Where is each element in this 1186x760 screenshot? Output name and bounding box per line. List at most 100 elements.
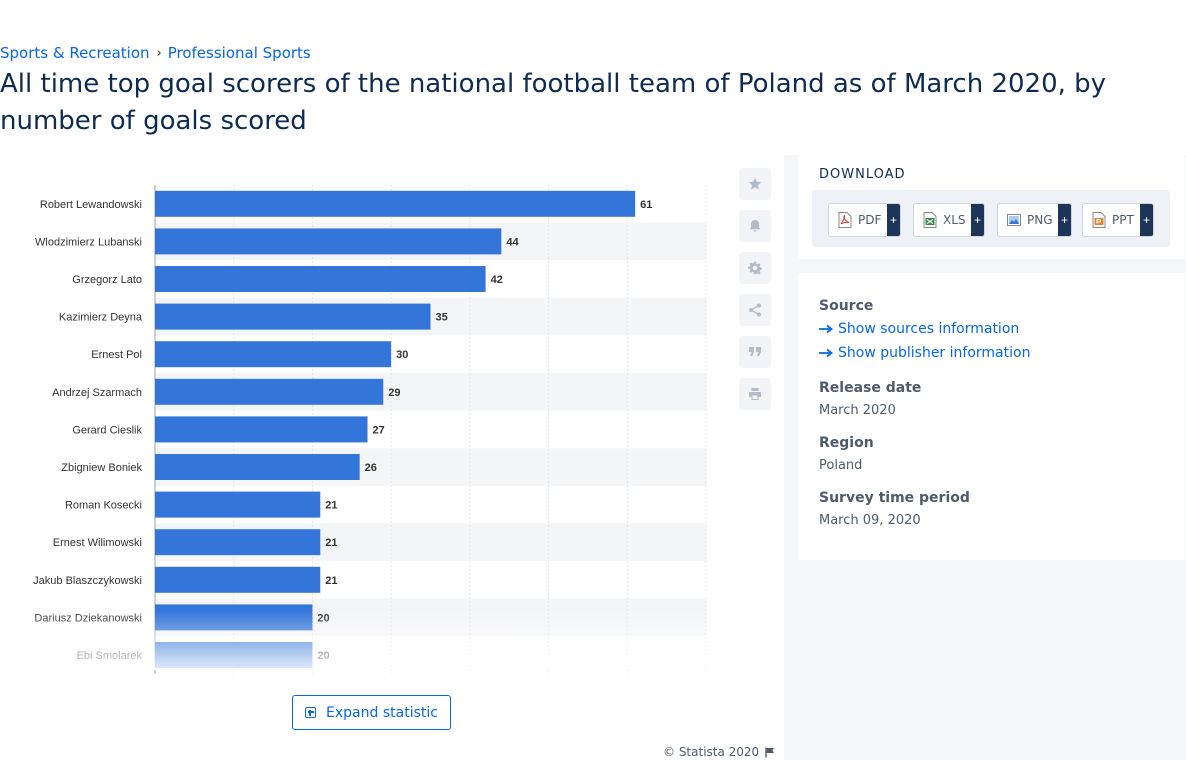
bar: [155, 642, 313, 668]
ppt-label: PPT: [1112, 213, 1134, 227]
category-label: Jakub Blaszczykowski: [33, 575, 142, 587]
source-heading: Source: [819, 298, 874, 314]
bar: [155, 303, 431, 330]
gear-icon: [748, 261, 762, 275]
share-button[interactable]: [739, 294, 771, 326]
bar: [155, 566, 321, 593]
survey-period-value: March 09, 2020: [819, 513, 921, 528]
category-label: Gerard Cieslik: [72, 424, 142, 436]
page-title: All time top goal scorers of the nationa…: [0, 69, 1107, 136]
data-label: 26: [365, 462, 377, 474]
statistic-details: Source Show sources information Show pub…: [798, 273, 1185, 560]
star-icon: [748, 177, 762, 190]
category-label: Dariusz Dziekanowski: [34, 612, 142, 624]
download-xls-button[interactable]: XLS +: [913, 203, 985, 237]
data-label: 35: [436, 312, 448, 324]
download-ppt-button[interactable]: PPT +: [1082, 203, 1154, 237]
png-label: PNG: [1027, 213, 1053, 227]
bar: [155, 491, 321, 518]
category-label: Robert Lewandowski: [40, 199, 142, 211]
show-publisher-label: Show publisher information: [838, 345, 1031, 361]
bar-chart: Robert Lewandowski 61 Wlodzimierz Lubanski…: [33, 185, 707, 674]
data-label: 27: [373, 424, 385, 436]
breadcrumb-link-professional-sports[interactable]: Professional Sports: [167, 44, 311, 62]
region-heading: Region: [819, 435, 874, 451]
png-plus-badge: +: [1058, 204, 1071, 236]
bar: [155, 604, 313, 631]
release-date-heading: Release date: [819, 380, 922, 396]
arrow-right-icon: [819, 348, 833, 358]
bar: [155, 529, 321, 556]
bar: [155, 378, 384, 405]
data-label: 30: [396, 349, 408, 361]
plus-square-icon: [305, 707, 317, 718]
category-label: Grzegorz Lato: [72, 274, 142, 286]
ppt-file-icon: [1092, 212, 1106, 228]
data-label: 20: [317, 650, 329, 662]
category-label: Zbigniew Boniek: [61, 462, 142, 474]
print-button[interactable]: [739, 378, 771, 410]
download-pdf-button[interactable]: PDF +: [828, 203, 901, 237]
copyright: © Statista 2020: [663, 745, 775, 759]
breadcrumb-link-sports-recreation[interactable]: Sports & Recreation: [0, 44, 150, 62]
cite-button[interactable]: [739, 336, 771, 368]
breadcrumb-separator: ›: [156, 45, 162, 61]
download-png-button[interactable]: PNG +: [997, 203, 1072, 237]
pdf-file-icon: [838, 212, 852, 228]
show-sources-label: Show sources information: [838, 321, 1020, 337]
data-label: 29: [388, 387, 400, 399]
download-card: DOWNLOAD PDF + XLS + PNG + PPT +: [798, 155, 1185, 259]
settings-button[interactable]: [739, 252, 771, 284]
category-label: Ebi Smolarek: [77, 650, 143, 662]
bar: [155, 454, 360, 480]
data-label: 44: [506, 236, 519, 248]
bar: [155, 228, 502, 255]
pdf-plus-badge: +: [887, 204, 900, 236]
copyright-text[interactable]: © Statista 2020: [663, 745, 760, 759]
chart-toolbar: [739, 168, 771, 420]
bar: [155, 341, 392, 368]
category-label: Roman Kosecki: [65, 500, 142, 512]
print-icon: [749, 388, 761, 400]
category-label: Andrzej Szarmach: [52, 387, 142, 399]
category-label: Kazimierz Deyna: [59, 312, 143, 324]
pdf-label: PDF: [858, 213, 882, 227]
share-icon: [749, 303, 761, 317]
ppt-plus-badge: +: [1140, 204, 1153, 236]
bar: [155, 190, 636, 217]
category-label: Ernest Wilimowski: [53, 537, 142, 549]
breadcrumb: Sports & Recreation › Professional Sport…: [0, 44, 311, 62]
release-date-value: March 2020: [819, 403, 896, 418]
xls-file-icon: [923, 212, 937, 228]
category-label: Ernest Pol: [91, 349, 142, 361]
flag-icon[interactable]: [765, 747, 775, 758]
download-title: DOWNLOAD: [819, 167, 906, 182]
data-label: 61: [640, 199, 652, 211]
category-label: Wlodzimierz Lubanski: [35, 236, 142, 248]
header-area: [0, 40, 1186, 155]
data-label: 21: [325, 537, 337, 549]
data-label: 42: [491, 274, 503, 286]
survey-period-heading: Survey time period: [819, 490, 970, 506]
download-options: PDF + XLS + PNG + PPT +: [812, 190, 1170, 247]
bar: [155, 266, 486, 292]
data-label: 20: [317, 612, 329, 624]
xls-label: XLS: [943, 213, 966, 227]
xls-plus-badge: +: [971, 204, 984, 236]
data-label: 21: [325, 575, 337, 587]
png-file-icon: [1007, 214, 1021, 226]
bell-icon: [749, 220, 761, 232]
data-label: 21: [325, 500, 337, 512]
expand-statistic-label: Expand statistic: [326, 704, 438, 721]
quote-icon: [749, 347, 761, 356]
expand-statistic-button[interactable]: Expand statistic: [292, 695, 451, 730]
region-value: Poland: [819, 458, 863, 473]
chart-card: Robert Lewandowski 61 Wlodzimierz Lubanski…: [0, 155, 784, 760]
show-sources-link[interactable]: Show sources information: [819, 321, 1019, 337]
top-bar: [0, 0, 1186, 40]
arrow-right-icon: [819, 324, 833, 334]
favorite-button[interactable]: [739, 168, 771, 200]
show-publisher-link[interactable]: Show publisher information: [819, 345, 1030, 361]
bar: [155, 416, 368, 443]
notification-button[interactable]: [739, 210, 771, 242]
